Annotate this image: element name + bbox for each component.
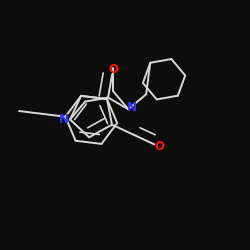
Text: N: N: [126, 100, 136, 114]
Text: O: O: [154, 140, 164, 153]
Text: O: O: [108, 63, 118, 76]
Text: N: N: [59, 113, 69, 126]
